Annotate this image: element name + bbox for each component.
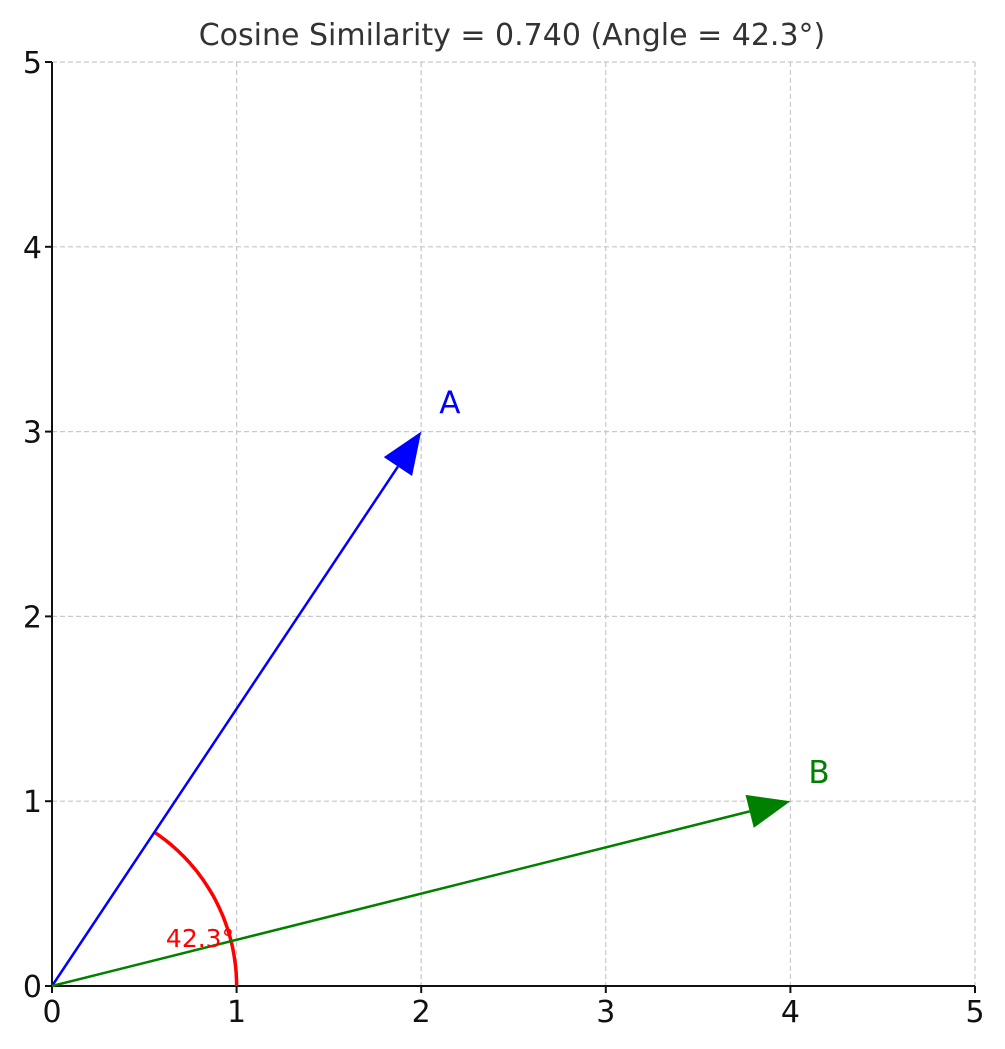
tick-labels: 0 1 2 3 4 5 0 1 2 3 4 5: [23, 46, 985, 1030]
x-tick-label: 3: [596, 995, 615, 1030]
vector-a-shaft: [50, 465, 399, 987]
vector-b-label: B: [808, 755, 829, 791]
axes: [45, 61, 976, 993]
angle-label: 42.3°: [166, 924, 234, 953]
vector-b-shaft: [51, 810, 750, 988]
y-tick-label: 0: [23, 970, 42, 1005]
chart-title: Cosine Similarity = 0.740 (Angle = 42.3°…: [199, 18, 826, 53]
y-tick-label: 4: [23, 231, 42, 266]
y-tick-label: 5: [23, 46, 42, 81]
vectors: A B 42.3°: [50, 386, 830, 988]
x-tick-label: 0: [42, 995, 61, 1030]
x-tick-label: 1: [227, 995, 246, 1030]
vector-a-arrowhead: [383, 431, 422, 476]
vector-a-label: A: [439, 386, 460, 422]
y-tick-label: 1: [23, 785, 42, 820]
grid: [52, 61, 976, 986]
angle-arc-layer: [154, 831, 239, 986]
x-tick-label: 5: [965, 995, 984, 1030]
vector-b-arrowhead: [745, 794, 791, 828]
x-tick-label: 4: [781, 995, 800, 1030]
x-tick-label: 2: [412, 995, 431, 1030]
y-tick-label: 3: [23, 416, 42, 451]
y-tick-label: 2: [23, 600, 42, 635]
angle-arc: [154, 831, 239, 986]
